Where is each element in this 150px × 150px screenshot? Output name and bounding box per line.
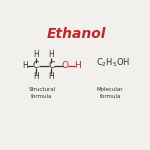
Text: $\mathregular{C_2H_5OH}$: $\mathregular{C_2H_5OH}$ bbox=[96, 56, 131, 69]
Text: Ethanol: Ethanol bbox=[47, 27, 107, 41]
Text: C: C bbox=[33, 61, 39, 70]
Text: Molecular
formula: Molecular formula bbox=[97, 87, 123, 99]
Text: H: H bbox=[48, 50, 54, 59]
Text: H: H bbox=[74, 61, 81, 70]
Text: H: H bbox=[33, 50, 39, 59]
Text: O: O bbox=[62, 61, 69, 70]
Text: H: H bbox=[33, 72, 39, 81]
Text: H: H bbox=[22, 61, 28, 70]
Text: H: H bbox=[48, 72, 54, 81]
Text: C: C bbox=[48, 61, 54, 70]
Text: Structural
formula: Structural formula bbox=[28, 87, 56, 99]
